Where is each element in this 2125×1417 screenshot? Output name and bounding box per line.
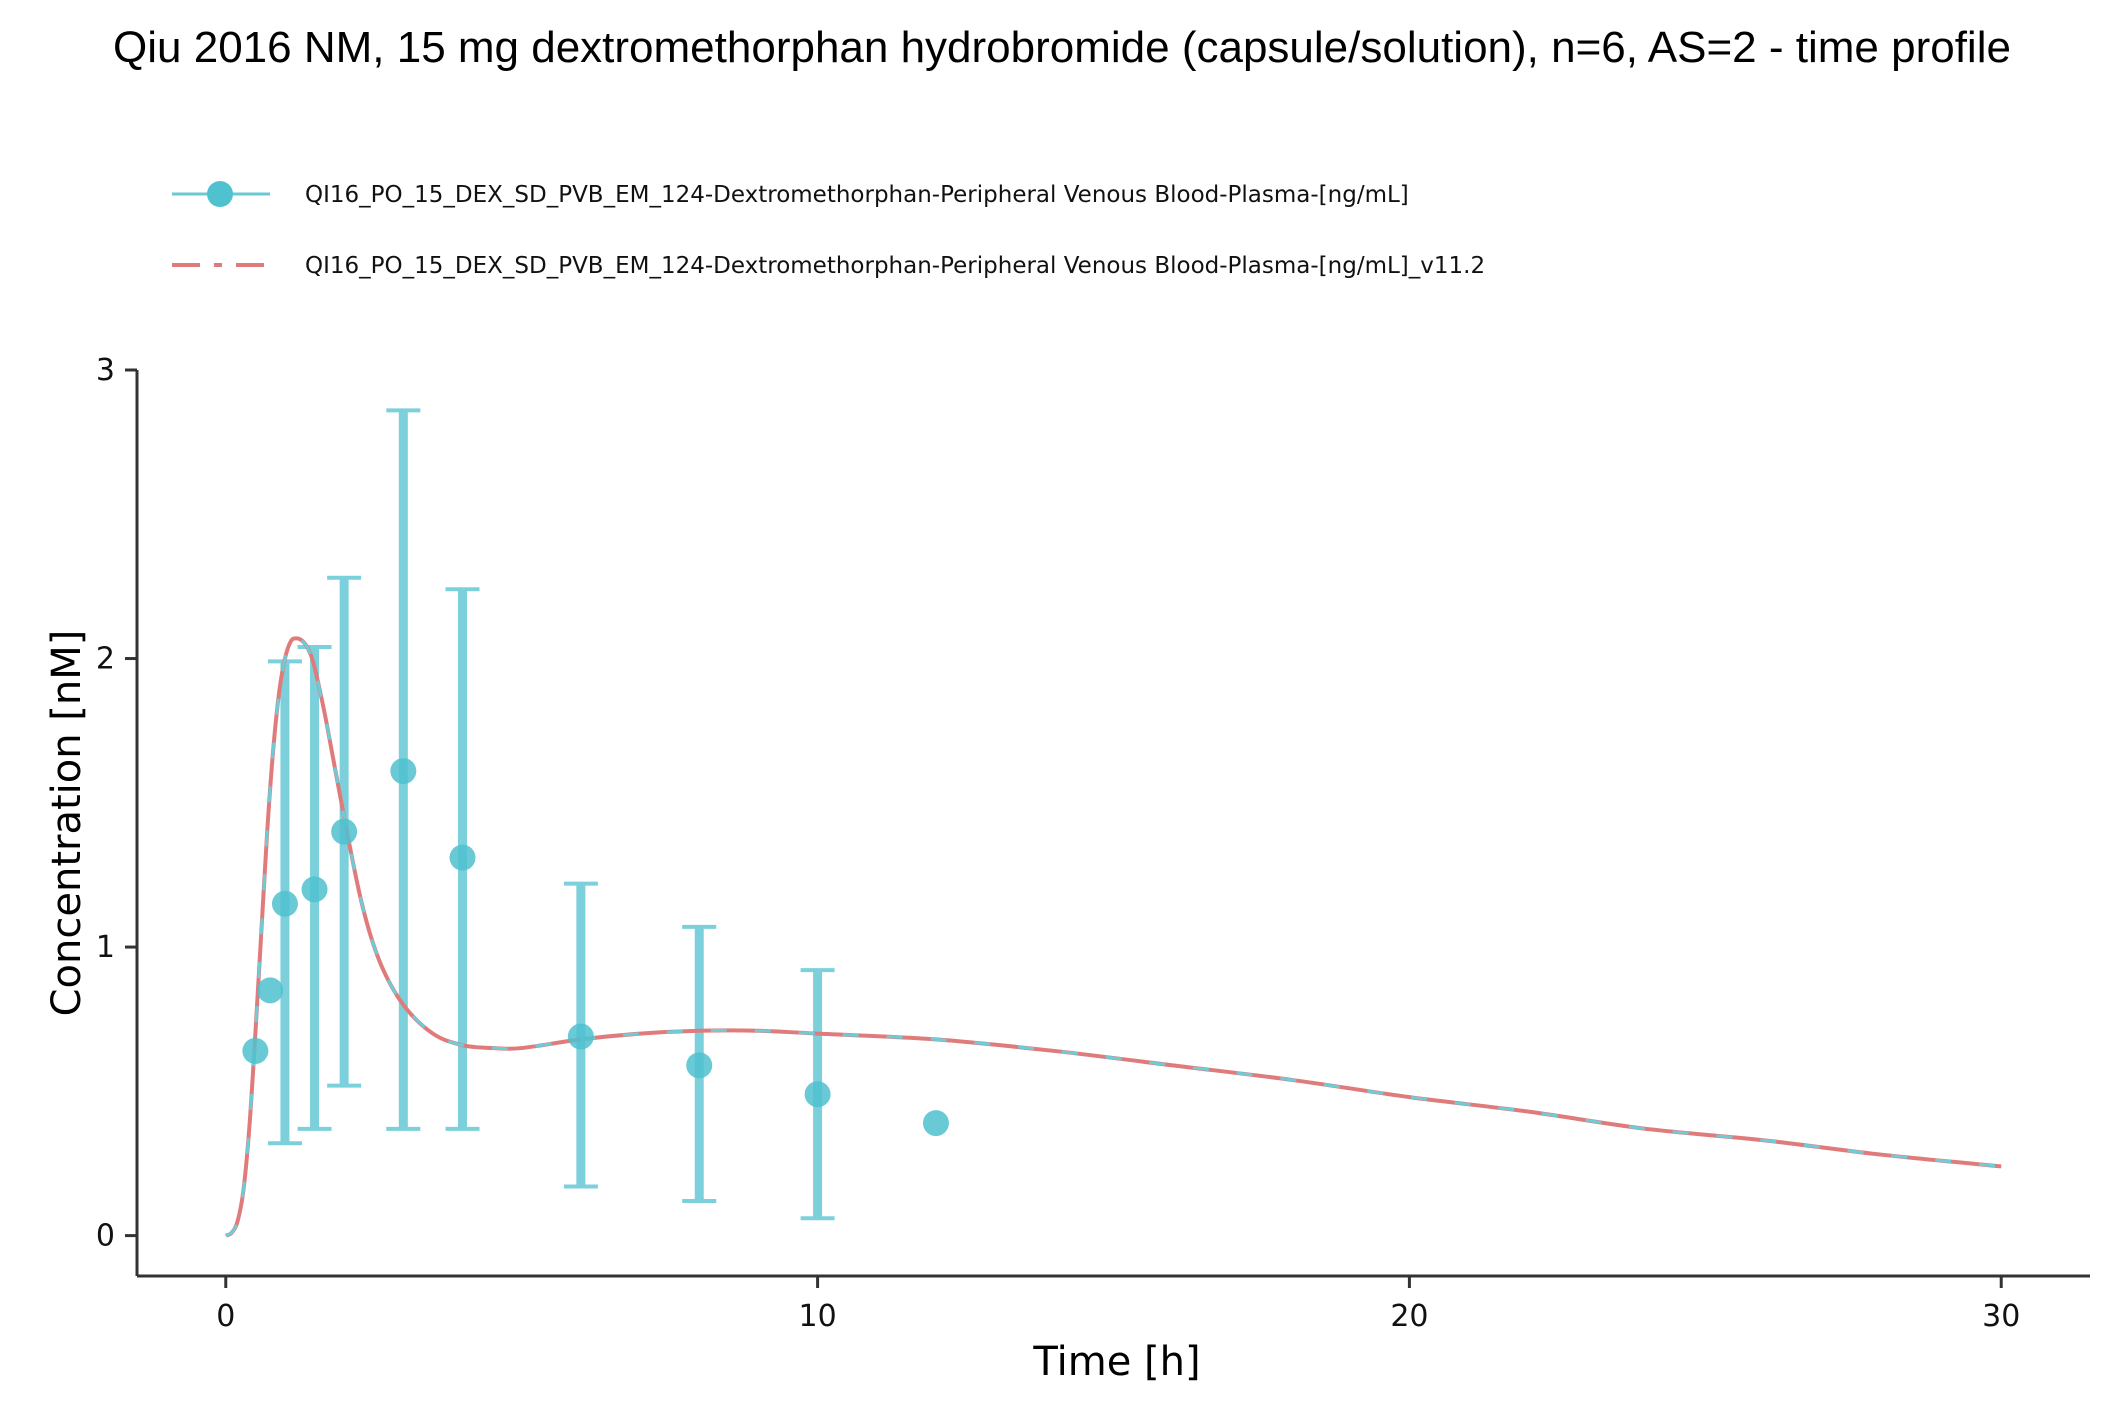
observed-point [390,758,417,785]
legend-simulated-label: QI16_PO_15_DEX_SD_PVB_EM_124-Dextrometho… [305,253,1485,279]
legend-observed-label: QI16_PO_15_DEX_SD_PVB_EM_124-Dextrometho… [305,182,1409,208]
y-axis-ticks: 0 1 2 3 [96,353,137,1254]
observed-point [331,818,358,845]
x-tick-label: 0 [216,1299,235,1334]
observed-point [242,1037,269,1064]
observed-point [922,1110,949,1137]
observed-point [804,1081,831,1108]
legend: QI16_PO_15_DEX_SD_PVB_EM_124-Dextrometho… [172,181,1485,279]
observed-point [271,890,298,917]
x-tick-label: 10 [798,1299,836,1334]
observed-point [449,844,476,871]
legend-observed-marker [207,181,233,207]
x-tick-label: 30 [1982,1299,2020,1334]
x-axis-ticks: 0 10 20 30 [216,1276,2020,1334]
simulated-line-overlay [225,636,2002,1238]
x-axis-title: Time [h] [1032,1339,1200,1385]
simulated-line [224,636,2002,1238]
observed-point [301,876,328,903]
observed-point [257,977,284,1004]
y-tick-label: 0 [96,1219,115,1254]
y-tick-label: 1 [96,930,115,965]
chart-title: Qiu 2016 NM, 15 mg dextromethorphan hydr… [113,23,2011,72]
observed-point [686,1052,713,1079]
x-tick-label: 20 [1390,1299,1428,1334]
y-axis-title: Concentration [nM] [44,630,90,1017]
y-tick-label: 2 [96,642,115,677]
y-tick-label: 3 [96,353,115,388]
plot-area [224,408,2002,1238]
observed-point [567,1023,594,1050]
